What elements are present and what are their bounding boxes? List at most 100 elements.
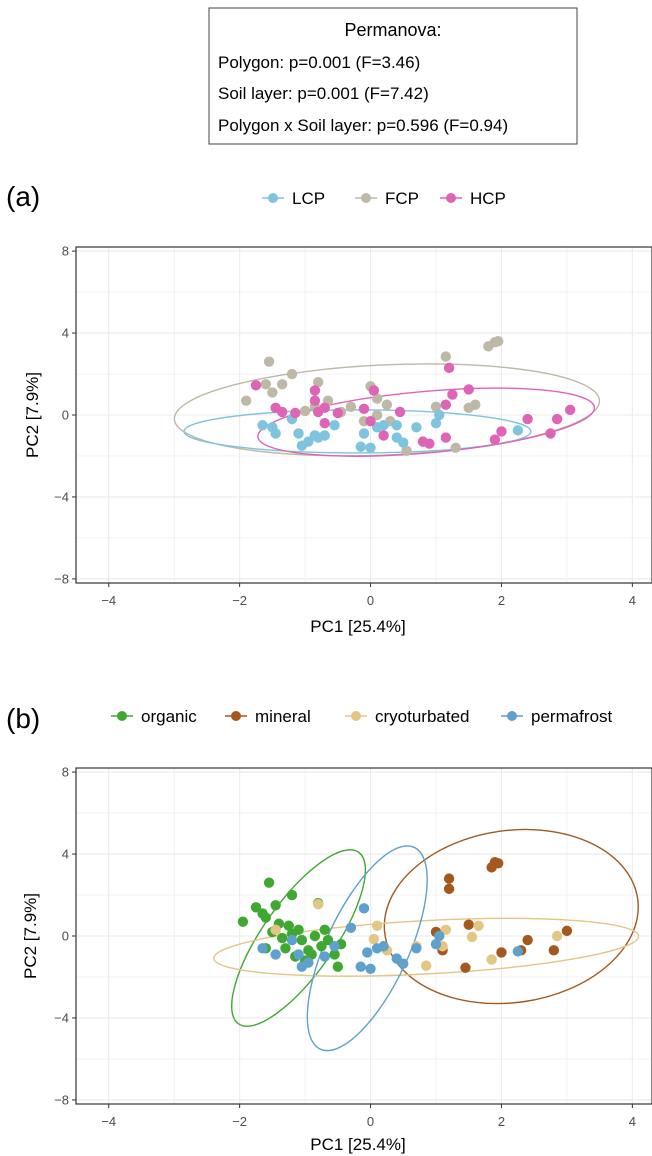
point-mineral <box>443 873 455 884</box>
point-hcp <box>332 407 344 419</box>
point-permafrost <box>303 957 314 968</box>
point-lcp <box>430 417 442 429</box>
point-hcp <box>496 426 507 437</box>
point-organic <box>270 900 281 911</box>
point-cryoturbated <box>371 920 383 931</box>
x-axis-label: PC1 [25.4%] <box>310 1135 405 1154</box>
point-permafrost <box>512 946 524 957</box>
point-hcp <box>378 430 389 441</box>
point-fcp <box>440 351 452 362</box>
legend-key-dot-organic <box>117 711 127 721</box>
point-lcp <box>293 428 304 439</box>
point-fcp <box>371 393 383 404</box>
y-tick-label: −8 <box>54 571 69 586</box>
stats-box-line-interaction: Polygon x Soil layer: p=0.596 (F=0.94) <box>218 116 508 135</box>
legend-key-dot-lcp <box>268 193 278 203</box>
ellipse-mineral <box>383 828 639 1005</box>
point-cryoturbated <box>440 924 452 936</box>
legend-key-dot-mineral <box>231 711 241 721</box>
point-permafrost <box>378 941 389 952</box>
x-tick-label: 0 <box>367 593 374 608</box>
point-permafrost <box>358 903 370 914</box>
legend-label-mineral: mineral <box>255 707 311 726</box>
point-fcp <box>260 379 272 390</box>
point-mineral <box>561 925 573 937</box>
point-permafrost <box>345 922 357 934</box>
point-permafrost <box>355 961 366 972</box>
legend-label-lcp: LCP <box>292 189 325 208</box>
point-cryoturbated <box>473 920 484 931</box>
point-mineral <box>522 934 533 946</box>
x-tick-label: −2 <box>232 593 247 608</box>
point-hcp <box>319 402 330 414</box>
point-lcp <box>329 420 340 431</box>
point-lcp <box>257 420 268 431</box>
legend-label-organic: organic <box>141 707 197 726</box>
point-hcp <box>440 399 452 410</box>
point-organic <box>332 961 344 972</box>
point-permafrost <box>430 938 442 950</box>
point-hcp <box>368 385 380 396</box>
point-hcp <box>290 407 301 419</box>
point-organic <box>280 943 291 954</box>
point-lcp <box>398 437 409 448</box>
point-organic <box>309 930 321 942</box>
point-lcp <box>378 420 389 431</box>
point-cryoturbated <box>420 960 432 971</box>
point-cryoturbated <box>312 899 324 910</box>
point-fcp <box>401 445 412 457</box>
panel-label: (b) <box>6 703 40 734</box>
point-fcp <box>263 356 275 367</box>
point-lcp <box>319 430 330 441</box>
stats-box: Permanova: Polygon: p=0.001 (F=3.46) Soi… <box>208 7 578 145</box>
point-cryoturbated <box>270 924 281 936</box>
y-tick-label: 4 <box>62 847 69 862</box>
y-tick-label: 0 <box>62 408 69 423</box>
x-tick-label: −4 <box>101 1114 116 1129</box>
legend-label-cryoturbated: cryoturbated <box>375 707 470 726</box>
legend-key-dot-permafrost <box>507 711 517 721</box>
point-permafrost <box>257 943 268 954</box>
ellipse-lcp <box>183 409 532 454</box>
point-lcp <box>355 441 366 452</box>
point-hcp <box>276 406 288 418</box>
point-lcp <box>434 409 445 421</box>
stats-box-line-polygon: Polygon: p=0.001 (F=3.46) <box>218 53 420 72</box>
x-tick-label: 4 <box>629 1114 636 1129</box>
point-hcp <box>250 380 262 391</box>
point-permafrost <box>398 958 409 969</box>
point-hcp <box>365 415 376 427</box>
y-tick-label: −4 <box>54 489 69 504</box>
point-mineral <box>463 919 474 930</box>
point-fcp <box>450 442 461 453</box>
ellipse-cryoturbated <box>213 917 640 977</box>
point-lcp <box>391 420 402 431</box>
point-organic <box>296 934 308 946</box>
legend-key-dot-hcp <box>446 193 456 203</box>
point-hcp <box>440 432 452 443</box>
y-axis-label: PC2 [7.9%] <box>23 372 42 458</box>
y-axis-label: PC2 [7.9%] <box>21 893 40 979</box>
point-organic <box>306 949 317 960</box>
point-mineral <box>443 883 455 895</box>
x-axis-label: PC1 [25.4%] <box>310 617 405 636</box>
point-permafrost <box>329 941 340 952</box>
point-hcp <box>358 403 370 415</box>
point-fcp <box>299 405 311 417</box>
point-permafrost <box>270 949 281 960</box>
point-permafrost <box>286 934 298 946</box>
point-cryoturbated <box>551 930 563 942</box>
point-fcp <box>267 387 278 398</box>
x-tick-label: −2 <box>232 1114 247 1129</box>
point-permafrost <box>365 963 376 974</box>
point-fcp <box>381 399 393 410</box>
point-permafrost <box>434 930 445 942</box>
legend-label-permafrost: permafrost <box>531 707 613 726</box>
point-permafrost <box>319 951 330 962</box>
y-tick-label: −8 <box>54 1092 69 1107</box>
point-mineral <box>496 947 507 958</box>
x-tick-label: 4 <box>629 593 636 608</box>
point-hcp <box>309 385 321 396</box>
point-hcp <box>564 404 576 416</box>
